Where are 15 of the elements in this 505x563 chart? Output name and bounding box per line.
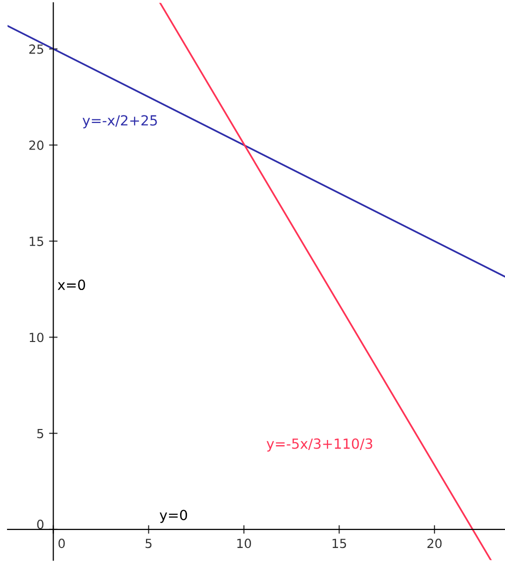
y-tick-label: 20 [29,140,44,150]
x-tick-label: 15 [332,538,346,548]
y-tick-label: 5 [37,428,44,438]
annotation: x=0 [58,280,86,290]
y-tick-label: 15 [30,236,44,246]
text: y=-5x/3+110/3 [266,438,372,452]
annotation: y=0 [160,510,188,523]
y-tick-label: 25 [29,44,44,54]
x-tick-label: 5 [146,538,152,548]
series-label: y=-x/2+25 [82,115,157,128]
x-tick-label: 20 [427,538,442,548]
x-tick-label: 0 [58,538,65,548]
y-tick-label: 10 [30,332,44,342]
y-tick-label: 0 [37,520,44,530]
x-tick-label: 10 [237,538,252,548]
